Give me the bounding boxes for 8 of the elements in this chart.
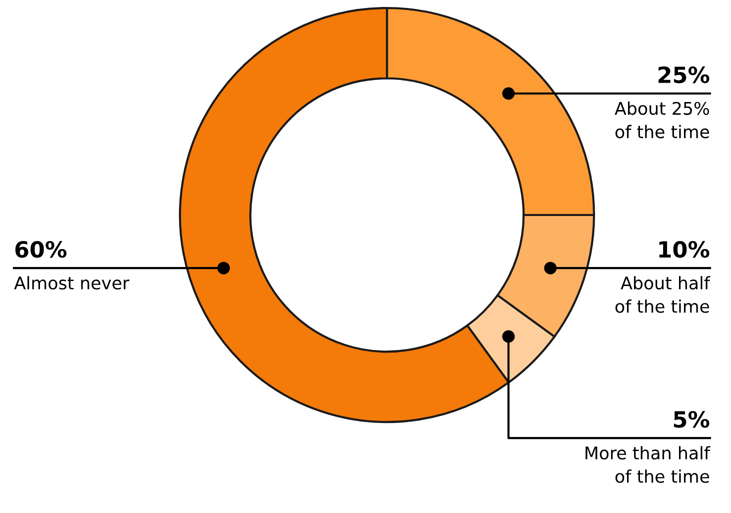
slice-label: More than half of the time [586, 446, 710, 483]
data-label: 5% [674, 410, 710, 428]
slice-label: About 25% of the time [614, 102, 710, 138]
slice-label: Almost never [14, 276, 130, 290]
data-label: 25% [658, 66, 710, 84]
data-label: 60% [15, 240, 66, 258]
slice-label: About half of the time [615, 276, 710, 313]
data-label: 10% [659, 240, 710, 258]
